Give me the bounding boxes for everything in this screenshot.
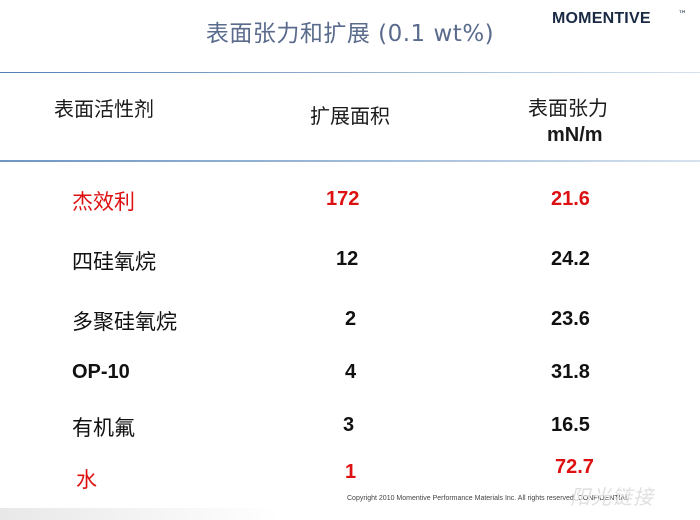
- row-name: OP-10: [72, 361, 130, 383]
- row-spread: 1: [345, 461, 357, 483]
- watermark: 阳光链接: [570, 485, 654, 509]
- header-surface-tension: 表面张力: [528, 96, 608, 120]
- row-spread: 4: [345, 361, 357, 383]
- header-surfactant: 表面活性剂: [54, 97, 154, 121]
- header-spread-area: 扩展面积: [310, 104, 390, 128]
- row-name: 杰效利: [72, 190, 135, 214]
- title-divider: [0, 72, 700, 73]
- row-spread: 172: [326, 188, 360, 210]
- row-tension: 16.5: [551, 414, 590, 436]
- slide-title: 表面张力和扩展 (0.1 wt%): [205, 21, 495, 47]
- row-name: 多聚硅氧烷: [72, 310, 177, 334]
- row-spread: 3: [343, 414, 355, 436]
- momentive-logo: MOMENTIVE ™: [552, 8, 687, 34]
- row-tension: 31.8: [551, 361, 590, 383]
- row-name: 水: [76, 468, 97, 492]
- row-spread: 12: [336, 248, 359, 270]
- row-tension: 72.7: [555, 456, 594, 478]
- row-name: 四硅氧烷: [72, 250, 156, 274]
- logo-text: MOMENTIVE: [552, 10, 651, 27]
- row-name: 有机氟: [72, 416, 135, 440]
- logo-trademark: ™: [678, 10, 687, 20]
- bottom-bar: [0, 508, 700, 520]
- row-tension: 23.6: [551, 308, 590, 330]
- row-spread: 2: [345, 308, 357, 330]
- row-tension: 24.2: [551, 248, 590, 270]
- header-unit: mN/m: [547, 124, 603, 146]
- header-divider: [0, 160, 700, 162]
- row-tension: 21.6: [551, 188, 590, 210]
- copyright-notice: Copyright 2010 Momentive Performance Mat…: [347, 495, 630, 502]
